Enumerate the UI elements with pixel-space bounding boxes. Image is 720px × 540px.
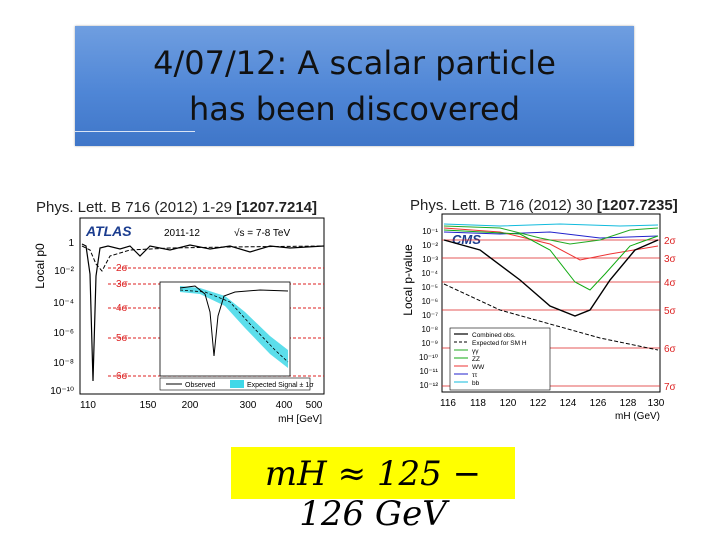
atlas-energy-label: √s = 7-8 TeV <box>234 227 290 239</box>
cms-xtick-6: 126 <box>590 398 607 409</box>
atlas-ytick-3: 10⁻⁴ <box>53 298 74 309</box>
title-underline <box>75 131 195 132</box>
cms-xtick-8: 130 <box>648 398 665 409</box>
cms-combined-curve <box>443 239 659 317</box>
right-reference-caption: Phys. Lett. B 716 (2012) 30 [1207.7235] <box>410 197 678 214</box>
cms-ytick-7: 10⁻⁷ <box>422 311 438 320</box>
atlas-xtick-3: 200 <box>182 400 199 411</box>
atlas-xlabel: mH [GeV] <box>278 414 322 425</box>
slide-title: 4/07/12: A scalar particle has been disc… <box>153 44 556 128</box>
atlas-p0-plot: Local p0 ATLAS 2011-12 √s = 7-8 TeV 1 10… <box>33 217 325 425</box>
cms-xtick-2: 118 <box>470 398 486 409</box>
atlas-xtick-1: 110 <box>80 400 96 411</box>
cms-ytick-2: 10⁻² <box>422 241 438 250</box>
left-reference-arxiv: [1207.7214] <box>236 199 318 216</box>
cms-legend-gamgam: γγ <box>472 348 479 355</box>
cms-sigma-3: 3σ <box>664 254 677 265</box>
cms-tautau-curve <box>443 231 659 239</box>
cms-experiment-label: CMS <box>452 232 481 247</box>
atlas-sigma-6: 6σ <box>116 371 129 382</box>
cms-sigma-6: 6σ <box>664 344 677 355</box>
cms-ytick-10: 10⁻¹⁰ <box>419 353 438 362</box>
right-reference-arxiv: [1207.7235] <box>596 197 678 214</box>
cms-legend-combined: Combined obs. <box>472 332 516 339</box>
atlas-legend-expected: Expected Signal ± 1σ <box>247 382 314 389</box>
cms-ytick-11: 10⁻¹¹ <box>420 367 439 376</box>
left-reference-caption: Phys. Lett. B 716 (2012) 1-29 [1207.7214… <box>36 199 317 216</box>
cms-xtick-4: 122 <box>530 398 547 409</box>
atlas-sigma-2: 2σ <box>116 263 129 274</box>
atlas-experiment-label: ATLAS <box>85 223 132 239</box>
mass-equation: mH ≈ 125 − 126 GeV <box>264 454 482 534</box>
cms-sigma-4: 4σ <box>664 278 677 289</box>
cms-ytick-12: 10⁻¹² <box>420 381 439 390</box>
cms-ytick-9: 10⁻⁹ <box>421 339 438 348</box>
cms-xlabel: mH (GeV) <box>615 411 660 422</box>
atlas-ytick-1: 1 <box>68 238 74 249</box>
cms-legend-tautau: ττ <box>472 372 478 379</box>
cms-ytick-6: 10⁻⁶ <box>422 297 438 306</box>
cms-ytick-5: 10⁻⁵ <box>422 283 438 292</box>
atlas-ytick-5: 10⁻⁸ <box>53 358 74 369</box>
cms-gamgam-curve <box>443 225 659 245</box>
cms-ytick-3: 10⁻³ <box>422 255 438 264</box>
cms-bb-curve <box>443 223 659 227</box>
atlas-ytick-2: 10⁻² <box>54 266 74 277</box>
cms-legend-ww: WW <box>472 364 485 371</box>
atlas-xtick-6: 500 <box>306 400 323 411</box>
cms-legend-expected: Expected for SM H <box>472 340 527 347</box>
atlas-xtick-5: 400 <box>276 400 293 411</box>
cms-xtick-7: 128 <box>620 398 637 409</box>
cms-legend-zz: ZZ <box>472 356 480 363</box>
atlas-legend-expected-swatch <box>230 380 244 388</box>
atlas-sigma-5: 5σ <box>116 333 129 344</box>
atlas-ylabel: Local p0 <box>33 243 47 289</box>
cms-ww-curve <box>443 227 659 261</box>
atlas-sigma-4: 4σ <box>116 303 129 314</box>
atlas-sigma-3: 3σ <box>116 279 129 290</box>
cms-sigma-5: 5σ <box>664 306 677 317</box>
cms-xtick-5: 124 <box>560 398 577 409</box>
cms-ylabel: Local p-value <box>401 244 415 316</box>
cms-xtick-3: 120 <box>500 398 517 409</box>
left-reference-text: Phys. Lett. B 716 (2012) 1-29 <box>36 199 237 216</box>
cms-sigma-2: 2σ <box>664 236 677 247</box>
mass-equation-box: mH ≈ 125 − 126 GeV <box>231 447 515 534</box>
atlas-legend-observed: Observed <box>185 382 215 389</box>
cms-ytick-8: 10⁻⁸ <box>422 325 439 334</box>
cms-xtick-1: 116 <box>440 398 456 409</box>
atlas-expected-curve <box>81 245 325 272</box>
cms-sigma-7: 7σ <box>664 382 677 393</box>
atlas-inset <box>159 281 291 377</box>
slide-title-box: 4/07/12: A scalar particle has been disc… <box>75 26 634 146</box>
cms-legend: Combined obs. Expected for SM H γγ ZZ WW… <box>449 327 551 391</box>
cms-ytick-4: 10⁻⁴ <box>421 269 438 278</box>
atlas-ytick-6: 10⁻¹⁰ <box>50 386 74 397</box>
cms-yticks: 10⁻¹ 10⁻² 10⁻³ 10⁻⁴ 10⁻⁵ 10⁻⁶ 10⁻⁷ 10⁻⁸ … <box>419 227 439 390</box>
cms-legend-bb: bb <box>472 380 480 387</box>
atlas-observed-curve <box>81 243 325 382</box>
cms-zz-curve <box>443 229 659 291</box>
right-reference-text: Phys. Lett. B 716 (2012) 30 <box>410 197 597 214</box>
atlas-ytick-4: 10⁻⁶ <box>53 328 74 339</box>
atlas-xtick-4: 300 <box>240 400 257 411</box>
atlas-period-label: 2011-12 <box>164 228 200 239</box>
cms-ytick-1: 10⁻¹ <box>422 227 438 236</box>
atlas-xtick-2: 150 <box>140 400 157 411</box>
cms-pvalue-plot: Local p-value CMS 10⁻¹ 10⁻² 10⁻³ 10⁻⁴ 10… <box>401 213 677 422</box>
